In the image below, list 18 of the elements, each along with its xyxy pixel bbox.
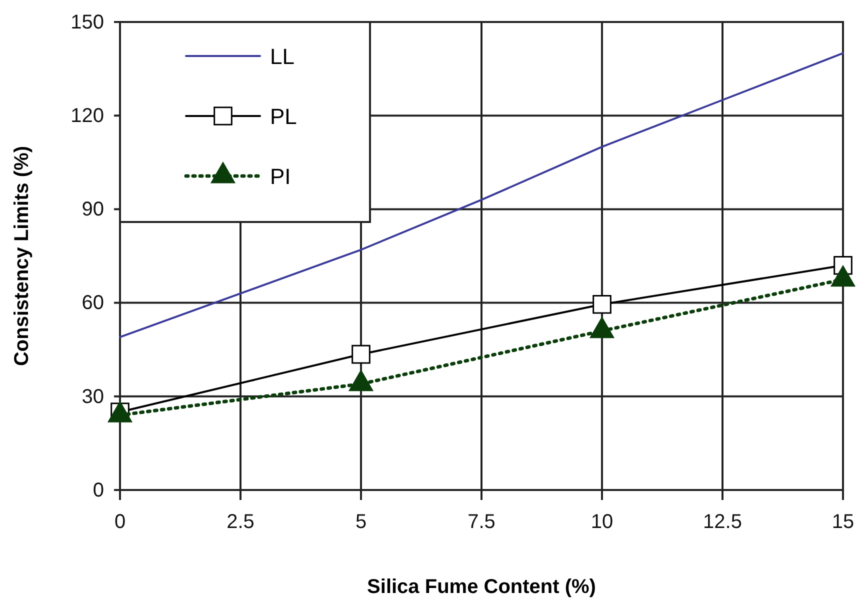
x-tick-label: 2.5 [226, 511, 254, 534]
y-tick-label: 60 [82, 292, 104, 314]
x-tick-label: 5 [355, 511, 367, 534]
x-tick-label: 0 [114, 511, 126, 534]
y-tick-label: 150 [70, 11, 104, 34]
legend-label: PL [270, 104, 297, 129]
legend-label: LL [270, 44, 294, 69]
x-tick-label: 15 [832, 511, 854, 534]
y-tick-label: 0 [92, 479, 104, 502]
y-tick-label: 90 [82, 198, 104, 221]
y-tick-label: 30 [82, 386, 104, 408]
y-axis-title: Consistency Limits (%) [11, 146, 33, 366]
x-tick-label: 7.5 [468, 511, 496, 534]
x-axis-title: Silica Fume Content (%) [367, 576, 596, 598]
x-tick-label: 12.5 [703, 511, 742, 534]
x-tick-label: 10 [590, 511, 614, 534]
legend-label: PI [270, 164, 291, 189]
y-tick-label: 120 [70, 105, 104, 127]
